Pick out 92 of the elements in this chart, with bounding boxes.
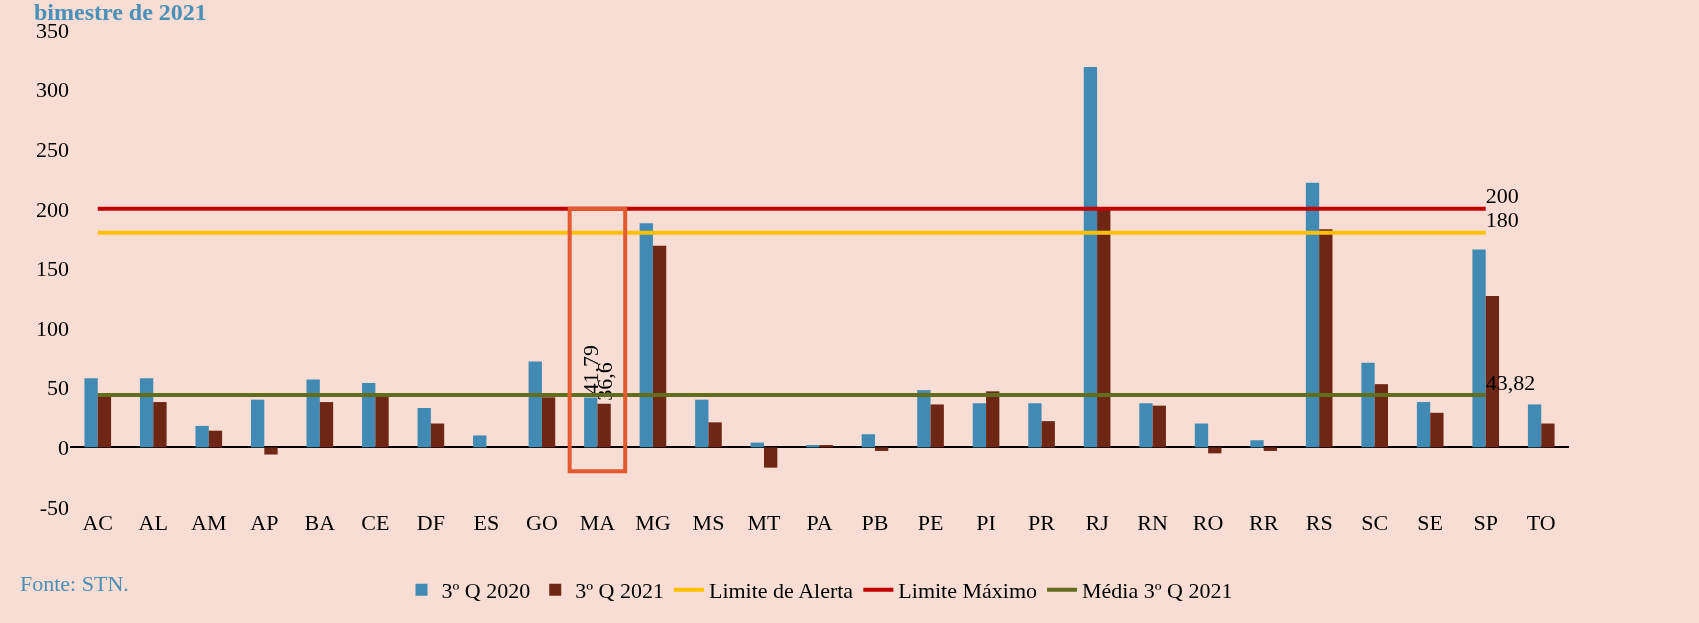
x-tick-label: RO: [1192, 510, 1224, 535]
y-tick-label: -50: [39, 494, 69, 520]
bar: [362, 382, 376, 448]
legend-label: Limite de Alerta: [708, 578, 854, 604]
x-tick-label: CE: [361, 510, 390, 535]
bar: [639, 223, 653, 448]
y-tick-label: 0: [58, 435, 69, 461]
x-tick-label: RS: [1305, 510, 1333, 535]
legend-label: 3º Q 2021: [575, 578, 664, 604]
bar: [972, 403, 987, 448]
x-tick-label: RN: [1137, 510, 1168, 535]
x-tick-label: MG: [635, 510, 671, 535]
bar: [1374, 384, 1389, 448]
x-tick-label: RR: [1248, 510, 1279, 535]
x-tick-label: ES: [473, 510, 500, 535]
bar: [695, 399, 709, 448]
source-note: Fonte: STN.: [20, 571, 129, 596]
y-tick-label: 50: [47, 375, 69, 401]
bar: [1208, 447, 1222, 454]
bar: [473, 435, 487, 448]
bar: [875, 447, 889, 451]
bar: [861, 434, 876, 448]
bar: [1541, 423, 1555, 448]
x-tick-label: BA: [304, 510, 336, 535]
x-tick-label: PB: [861, 510, 889, 535]
x-tick-label: SP: [1473, 510, 1498, 535]
x-tick-label: GO: [526, 510, 558, 535]
legend-label: Limite Máximo: [898, 578, 1038, 604]
x-tick-label: AM: [191, 510, 227, 535]
bar: [84, 378, 98, 448]
bar: [1139, 403, 1153, 448]
bar: [1083, 66, 1098, 448]
bar: [1305, 182, 1320, 448]
x-tick-label: MA: [579, 510, 616, 535]
bar: [1250, 440, 1264, 448]
bar: [97, 394, 112, 448]
x-tick-label: MS: [692, 510, 725, 535]
x-tick-label: RJ: [1085, 510, 1110, 535]
bar: [1527, 404, 1542, 448]
x-tick-label: SE: [1417, 510, 1444, 535]
x-tick-label: DF: [416, 510, 445, 535]
x-tick-label: MT: [747, 510, 782, 535]
bar: [1263, 447, 1277, 451]
x-tick-label: PI: [976, 510, 996, 535]
bar: [417, 408, 431, 448]
y-tick-label: 150: [36, 256, 69, 282]
bar: [153, 402, 167, 448]
x-tick-label: PA: [806, 510, 833, 535]
data-label: 180: [1485, 207, 1519, 233]
legend-label: 3º Q 2020: [441, 578, 531, 604]
bar: [139, 378, 154, 448]
y-tick-label: 250: [36, 136, 69, 162]
bar: [1416, 402, 1431, 448]
y-tick-label: 200: [36, 196, 69, 222]
bar: [708, 422, 722, 448]
bar: [1097, 210, 1111, 448]
bar: [528, 361, 542, 448]
bar: [763, 447, 778, 468]
bar: [208, 430, 223, 448]
bar: [319, 402, 334, 448]
bar: [541, 397, 556, 448]
x-tick-label: SC: [1361, 510, 1389, 535]
legend-label: Média 3º Q 2021: [1082, 578, 1233, 604]
x-tick-label: PR: [1028, 510, 1056, 535]
x-tick-label: PE: [917, 510, 944, 535]
bar: [584, 397, 598, 448]
x-tick-label: AL: [138, 510, 168, 535]
bar: [1152, 405, 1166, 448]
bar: [1319, 229, 1333, 448]
bar: [1430, 412, 1444, 448]
x-tick-label: AC: [82, 510, 114, 535]
bar: [597, 403, 611, 448]
bar: [195, 425, 209, 448]
y-tick-label: 300: [36, 77, 69, 103]
bar: [250, 399, 265, 448]
bar: [652, 245, 667, 448]
x-tick-label: AP: [250, 510, 279, 535]
bar: [375, 396, 389, 448]
bar: [264, 447, 278, 455]
bar: [986, 391, 1000, 448]
bar: [917, 390, 931, 448]
y-tick-label: 100: [36, 315, 69, 341]
bar: [1472, 249, 1486, 448]
bar: [1028, 403, 1042, 448]
bar: [1041, 421, 1055, 448]
bar: [930, 404, 944, 448]
bar: [430, 423, 445, 448]
data-label: 200: [1485, 183, 1519, 209]
bar: [1194, 423, 1209, 448]
bar: [306, 379, 320, 448]
bar: [1361, 362, 1375, 448]
x-tick-label: TO: [1526, 510, 1556, 535]
